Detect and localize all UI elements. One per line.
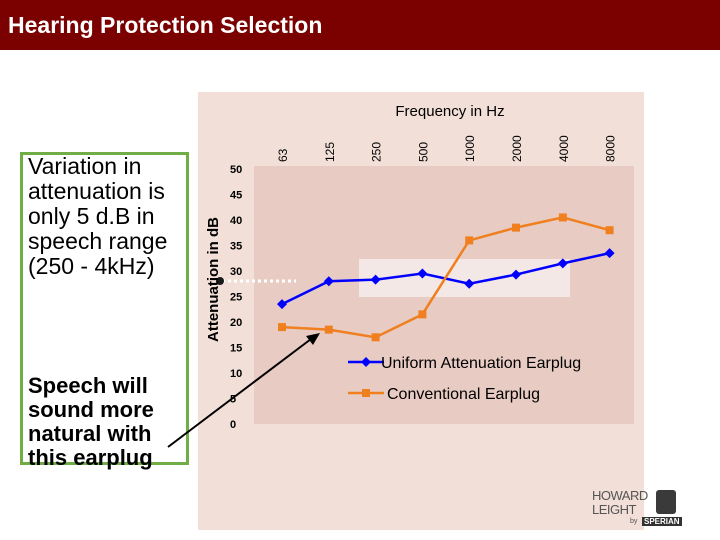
data-point [558, 213, 567, 222]
howard-leight-logo: HOWARD LEIGHT by SPERIAN [592, 488, 686, 530]
y-tick-label: 15 [230, 343, 242, 355]
y-tick-label: 50 [230, 164, 242, 176]
data-point [324, 325, 333, 334]
variation-note: Variation in attenuation is only 5 d.B i… [28, 153, 168, 279]
page-title: Hearing Protection Selection [8, 12, 323, 38]
x-tick-label: 500 [416, 142, 430, 162]
logo-line2: LEIGHT [592, 502, 636, 517]
data-point [371, 333, 380, 342]
logo-mark-icon [656, 490, 676, 514]
note-box [20, 152, 189, 465]
y-tick-label: 5 [230, 394, 236, 406]
x-tick-label: 8000 [604, 135, 618, 162]
legend-marker [362, 389, 370, 397]
data-point [604, 248, 615, 259]
data-point [323, 276, 334, 287]
speech-note: Speech will sound more natural with this… [28, 373, 154, 470]
x-tick-label: 125 [323, 142, 337, 162]
pointer-arrow [167, 338, 312, 448]
x-tick-label: 2000 [510, 135, 524, 162]
y-tick-label: 30 [230, 266, 242, 278]
y-tick-label: 35 [230, 241, 242, 253]
legend-label: Uniform Attenuation Earplug [381, 355, 581, 372]
y-tick-label: 0 [230, 419, 236, 431]
annotations [167, 277, 320, 448]
y-tick-label: 20 [230, 317, 242, 329]
logo-line1: HOWARD [592, 488, 648, 503]
data-point [465, 236, 474, 245]
data-point [605, 226, 614, 235]
x-axis-label: Frequency in Hz [395, 103, 504, 120]
data-point [464, 278, 475, 289]
y-axis-label: Attenuation in dB [205, 217, 222, 342]
y-tick-label: 40 [230, 215, 242, 227]
data-point [277, 299, 287, 310]
data-point [278, 323, 286, 332]
legend-label: Conventional Earplug [387, 386, 540, 403]
y-tick-label: 25 [230, 292, 242, 304]
reference-dot [216, 277, 224, 285]
data-point [417, 268, 428, 279]
data-point [511, 269, 521, 280]
logo-by: by [630, 518, 638, 525]
data-point [418, 310, 427, 319]
data-point [512, 223, 520, 232]
x-tick-label: 250 [370, 142, 384, 162]
y-tick-label: 10 [230, 368, 242, 380]
pointer-arrowhead [306, 333, 320, 345]
logo-brand: SPERIAN [642, 517, 682, 526]
x-tick-label: 63 [276, 148, 290, 162]
y-tick-label: 45 [230, 190, 242, 202]
data-point [557, 258, 568, 269]
data-point [370, 274, 381, 285]
title-bar: Hearing Protection Selection [0, 0, 720, 50]
series-line [281, 216, 610, 339]
legend-marker [361, 357, 371, 367]
x-tick-label: 1000 [463, 135, 477, 162]
x-tick-label: 4000 [557, 135, 571, 162]
